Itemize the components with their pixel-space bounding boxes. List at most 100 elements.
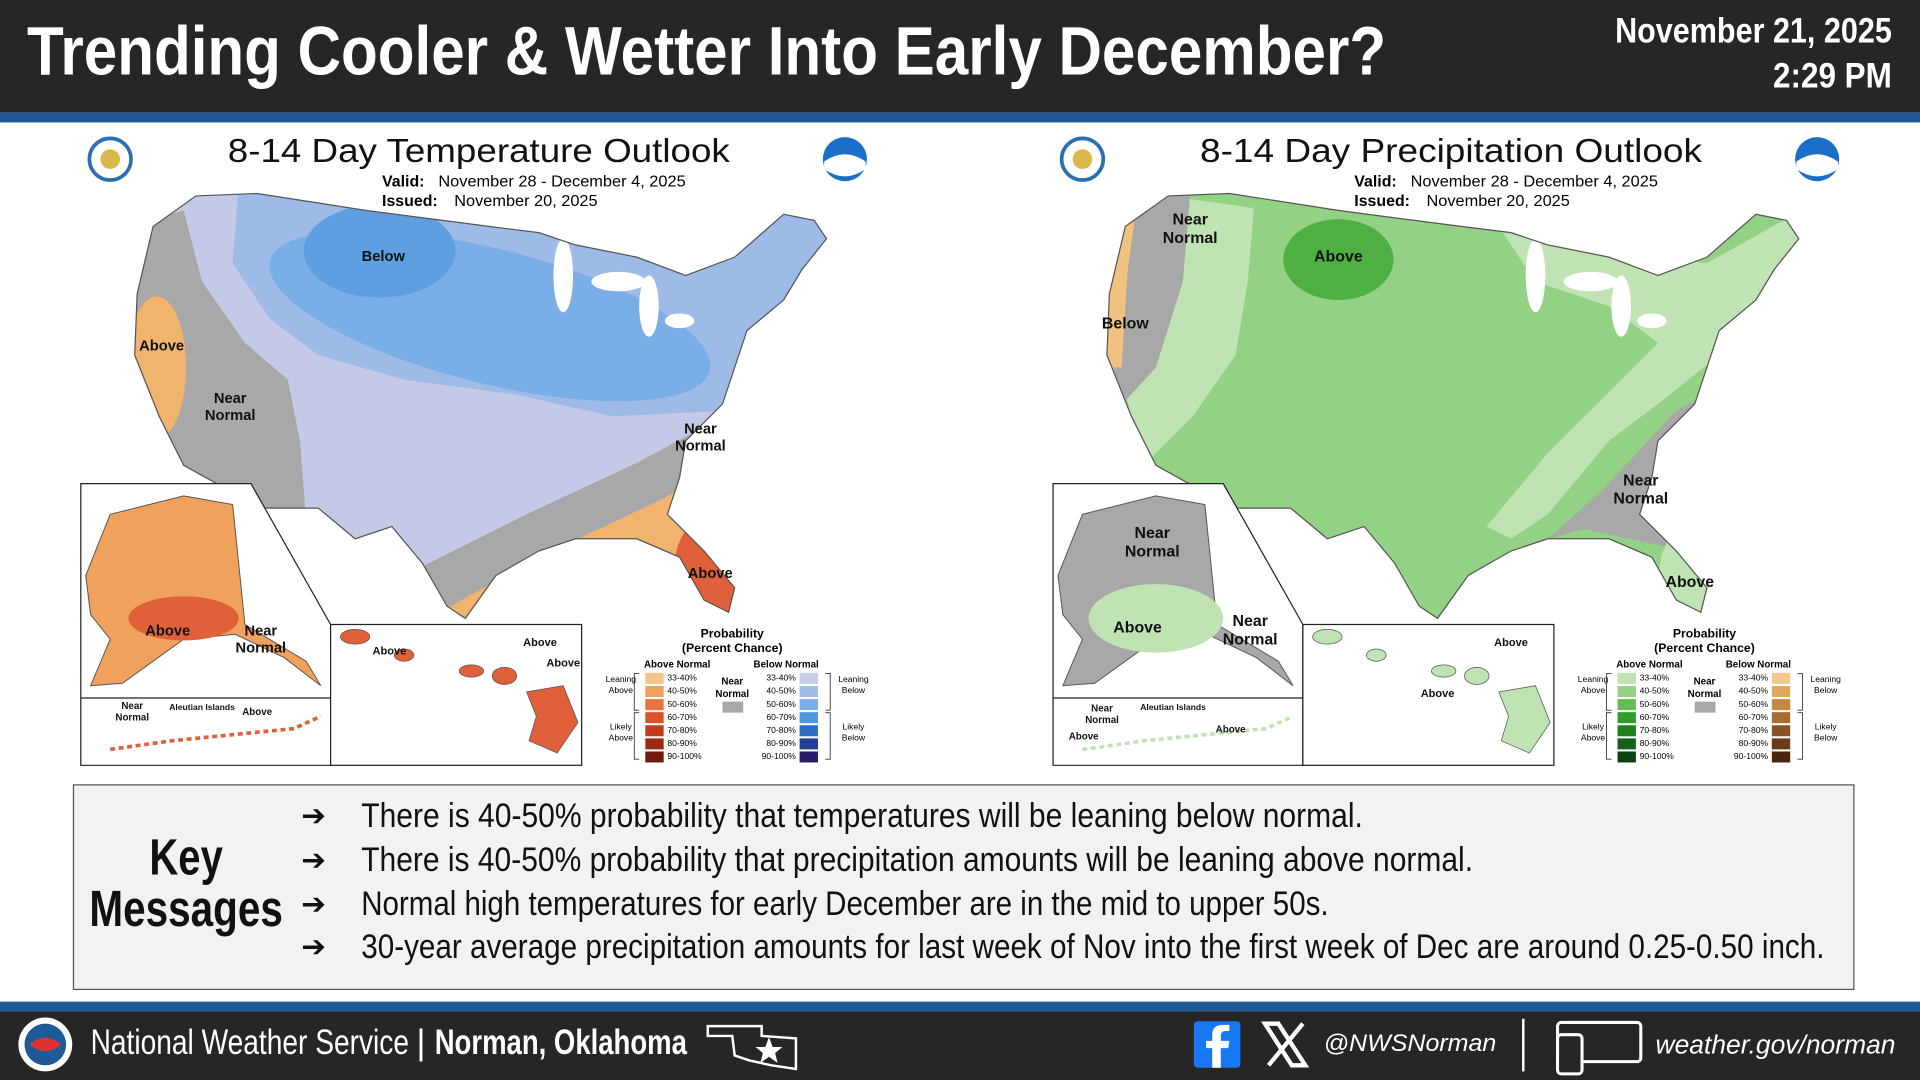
map-label: Normal (236, 641, 287, 657)
map-label: Above (1421, 688, 1455, 700)
map-label: Above (1314, 248, 1363, 265)
valid-label: Valid: (382, 174, 424, 191)
legend-bin: 33-40% (766, 673, 796, 683)
map-label: Near (121, 701, 143, 712)
legend-bracket (1797, 673, 1803, 711)
map-label: Above (1665, 574, 1714, 591)
issued-date: November 20, 2025 (1427, 193, 1570, 210)
legend-group: Likely (1815, 722, 1838, 732)
legend-bin: 60-70% (1739, 712, 1769, 722)
bullet: ➔ (301, 888, 326, 921)
legend-bin: 33-40% (1739, 673, 1769, 683)
map-label: Normal (1613, 491, 1668, 508)
alaska-zone (1088, 584, 1224, 653)
legend-bin: 40-50% (1640, 686, 1670, 696)
footer-office: Norman, Oklahoma (435, 1022, 687, 1062)
legend-bin: 70-80% (766, 725, 796, 735)
map-label: Near (1173, 212, 1208, 229)
outlook-map: 8-14 Day Precipitation Outlook Valid: Nove… (1052, 133, 1840, 766)
header-bar (0, 0, 1920, 113)
bullet: ➔ (301, 800, 326, 833)
map-label: Above (242, 707, 272, 718)
map-label: Above (546, 658, 580, 670)
footer-separator: | (416, 1022, 425, 1062)
map-label: Near (684, 422, 717, 438)
legend-near: Near (721, 677, 743, 688)
legend-bin: 90-100% (667, 751, 702, 761)
legend-near: Near (1694, 677, 1716, 688)
alaska-zone (128, 596, 239, 641)
legend-title: (Percent Chance) (682, 641, 783, 655)
legend-bin: 60-70% (766, 712, 796, 722)
valid-label: Valid: (1354, 174, 1396, 191)
legend-bin: 40-50% (1739, 686, 1769, 696)
legend-swatch (1617, 685, 1636, 697)
valid-dates: November 28 - December 4, 2025 (438, 174, 686, 191)
map-label: Above (523, 637, 557, 649)
legend-swatch (799, 672, 818, 684)
legend-above-head: Above Normal (1616, 659, 1683, 670)
bullet: ➔ (301, 844, 326, 877)
legend-bracket (1606, 673, 1612, 711)
legend-bin: 40-50% (766, 686, 796, 696)
legend-title: (Percent Chance) (1654, 641, 1755, 655)
legend-near-swatch (1694, 701, 1716, 713)
legend-near: Normal (1688, 689, 1722, 700)
legend-below-head: Below Normal (1726, 659, 1792, 670)
legend-bracket (633, 712, 640, 760)
outlook-zone (1486, 208, 1799, 539)
map-label: Near (244, 624, 277, 640)
legend-bin: 50-60% (667, 699, 697, 709)
legend-bin: 90-100% (1734, 751, 1769, 761)
legend-bin: 40-50% (667, 686, 697, 696)
nws-logo-mark (29, 1037, 62, 1052)
great-lake (1637, 313, 1667, 329)
alaska (85, 495, 322, 687)
key-message: 30-year average precipitation amounts fo… (361, 928, 1824, 966)
map-title: 8-14 Day Temperature Outlook (228, 133, 731, 170)
legend-group: Above (609, 733, 634, 743)
legend-swatch (1617, 725, 1636, 737)
oklahoma-star (755, 1037, 783, 1063)
oklahoma-icon (706, 1024, 798, 1071)
legend-title: Probability (1673, 627, 1736, 641)
key-message: Normal high temperatures for early Decem… (361, 885, 1328, 923)
legend-bin: 60-70% (1640, 712, 1670, 722)
legend-bin: 33-40% (1640, 673, 1670, 683)
map-label: Above (145, 624, 190, 640)
header-stripe (0, 112, 1920, 123)
map-label: Below (362, 249, 406, 265)
key-message: There is 40-50% probability that tempera… (361, 797, 1363, 835)
hawaii-island (393, 648, 415, 662)
footer-handle: @NWSNorman (1324, 1030, 1497, 1057)
legend-group: Likely (1582, 722, 1605, 732)
legend-bin: 80-90% (766, 738, 796, 748)
legend-group: Below (1814, 733, 1838, 743)
legend-swatch (799, 712, 818, 724)
legend-group: Above (1581, 685, 1606, 695)
hawaii-island (1498, 685, 1551, 754)
map-label: Below (1102, 316, 1149, 333)
hawaii-island (458, 664, 485, 678)
legend-bin: 33-40% (667, 673, 697, 683)
maps: 8-14 Day Temperature Outlook Valid: Novemb… (80, 133, 1841, 766)
map-label: Near (214, 391, 247, 407)
legend-swatch (645, 738, 664, 750)
legend-group: Above (609, 685, 634, 695)
map-label: Normal (1163, 230, 1218, 247)
hawaii-island (526, 685, 579, 754)
legend-bin: 70-80% (1739, 725, 1769, 735)
great-lake (553, 238, 574, 313)
map-label: Normal (675, 439, 726, 455)
legend-swatch (645, 672, 664, 684)
legend-bracket (825, 673, 831, 711)
legend-group: Below (842, 685, 866, 695)
outlook-zone (303, 204, 456, 298)
map-label: Near (1233, 613, 1268, 630)
legend-swatch (645, 751, 664, 763)
map-label: Near (1091, 704, 1113, 715)
legend-near-swatch (722, 701, 744, 713)
legend-swatch (799, 699, 818, 711)
